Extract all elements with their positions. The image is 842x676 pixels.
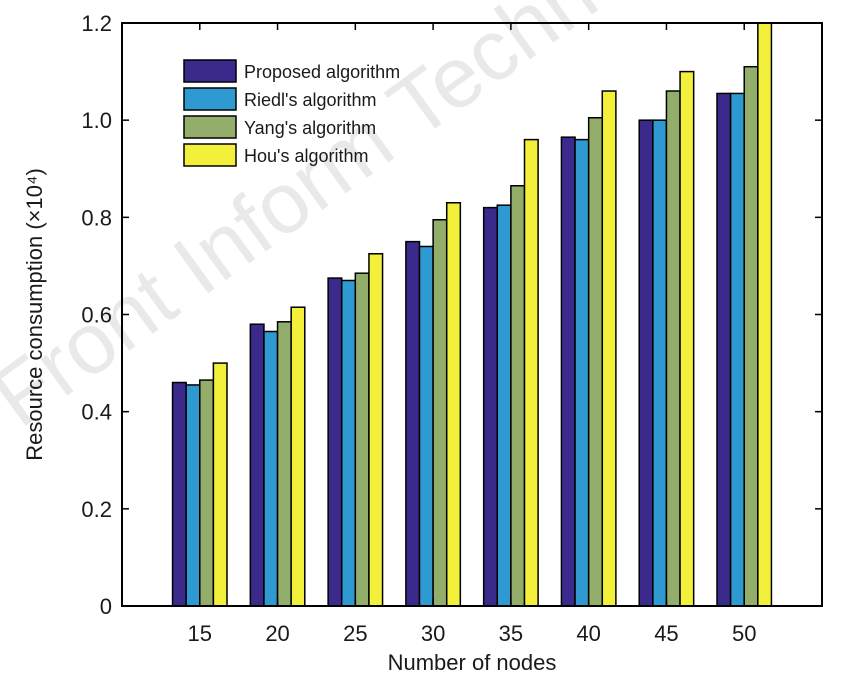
y-tick-label: 1.0 <box>81 108 112 133</box>
bar <box>418 245 434 607</box>
bar <box>601 90 617 607</box>
legend: Proposed algorithm Riedl's algorithm Yang'… <box>183 59 400 167</box>
bar <box>757 22 773 607</box>
series-3 <box>212 22 773 607</box>
legend-swatch <box>183 87 237 111</box>
bar <box>212 362 228 607</box>
x-tick-label: 20 <box>265 621 289 646</box>
bar <box>249 323 265 607</box>
y-axis-title: Resource consumption (×10⁴) <box>22 168 47 461</box>
y-tick-label: 0.2 <box>81 497 112 522</box>
bar <box>679 70 695 607</box>
bar <box>445 202 462 607</box>
x-tick-label: 35 <box>499 621 523 646</box>
legend-label: Yang's algorithm <box>244 118 376 138</box>
x-tick-label: 50 <box>732 621 756 646</box>
x-tick-label: 25 <box>343 621 367 646</box>
bar <box>638 119 654 607</box>
bar <box>743 65 759 607</box>
x-tick-label: 15 <box>188 621 212 646</box>
y-tick-label: 0.6 <box>81 303 112 328</box>
bar <box>327 277 343 607</box>
bar <box>405 240 421 607</box>
bar <box>482 206 499 607</box>
bar <box>368 253 384 607</box>
bars-layer <box>171 22 773 607</box>
y-axis: 0 0.2 0.4 0.6 0.8 1.0 1.2 <box>81 11 822 619</box>
bar <box>729 92 745 607</box>
legend-swatch <box>183 115 237 139</box>
bar <box>574 138 590 607</box>
y-tick-label: 0.4 <box>81 400 112 425</box>
bar <box>510 185 526 607</box>
bar <box>199 379 215 607</box>
bar <box>263 330 279 607</box>
bar <box>716 92 732 607</box>
series-2 <box>199 65 759 607</box>
bar <box>340 279 357 607</box>
bar <box>665 90 681 607</box>
x-axis-title: Number of nodes <box>388 650 557 675</box>
bar <box>496 204 512 607</box>
y-tick-label: 0 <box>100 594 112 619</box>
bar <box>523 138 539 607</box>
bar <box>171 381 187 607</box>
y-tick-label: 0.8 <box>81 205 112 230</box>
legend-label: Hou's algorithm <box>244 146 369 166</box>
bar <box>276 321 292 607</box>
x-axis: 15 20 25 30 35 40 45 50 <box>188 23 756 646</box>
bar <box>652 119 668 607</box>
bar <box>432 219 448 607</box>
bar <box>354 272 370 607</box>
legend-swatch <box>183 59 237 83</box>
legend-label: Riedl's algorithm <box>244 90 377 110</box>
y-tick-label: 1.2 <box>81 11 112 36</box>
x-tick-label: 45 <box>654 621 678 646</box>
bar <box>587 116 604 607</box>
bar <box>560 136 576 607</box>
x-tick-label: 30 <box>421 621 445 646</box>
legend-label: Proposed algorithm <box>244 62 400 82</box>
x-tick-label: 40 <box>576 621 600 646</box>
bar <box>185 384 201 607</box>
legend-swatch <box>183 143 237 167</box>
bar <box>290 306 306 607</box>
